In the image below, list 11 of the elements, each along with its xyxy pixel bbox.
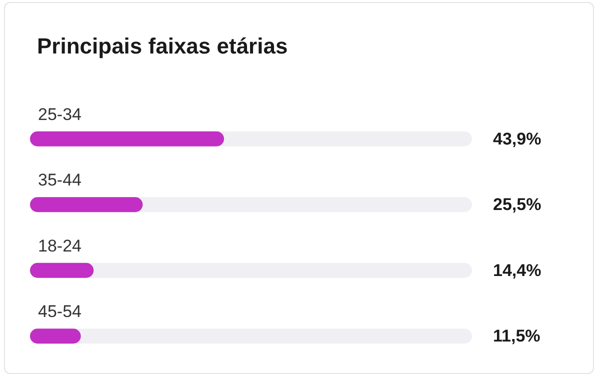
data-label: 25,5%	[493, 195, 542, 214]
bar	[30, 262, 94, 278]
bar	[30, 328, 81, 344]
data-label: 11,5%	[493, 326, 540, 346]
data-label: 43,9%	[493, 129, 542, 148]
y-tick-label: 25-34	[38, 104, 82, 124]
y-tick-label: 35-44	[38, 170, 82, 190]
chart-title: Principais faixas etárias	[37, 34, 288, 58]
y-tick-label: 18-24	[38, 236, 82, 256]
data-label: 14,4%	[493, 260, 542, 280]
y-tick-label: 45-54	[38, 302, 82, 322]
